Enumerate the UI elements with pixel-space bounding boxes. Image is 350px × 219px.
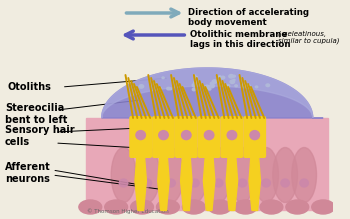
- FancyBboxPatch shape: [129, 116, 152, 158]
- FancyBboxPatch shape: [152, 116, 175, 158]
- Ellipse shape: [227, 131, 237, 140]
- Ellipse shape: [266, 84, 270, 87]
- Ellipse shape: [192, 88, 196, 91]
- Ellipse shape: [256, 86, 258, 88]
- Polygon shape: [161, 156, 166, 210]
- Polygon shape: [138, 156, 143, 210]
- Ellipse shape: [254, 148, 279, 203]
- Ellipse shape: [225, 84, 230, 88]
- Ellipse shape: [229, 74, 233, 78]
- Ellipse shape: [182, 131, 191, 140]
- Ellipse shape: [273, 148, 298, 203]
- Ellipse shape: [131, 200, 153, 214]
- Text: Stereocilia
bent to left: Stereocilia bent to left: [5, 103, 67, 125]
- Polygon shape: [207, 156, 211, 210]
- Ellipse shape: [162, 77, 164, 79]
- Ellipse shape: [169, 88, 172, 90]
- Ellipse shape: [139, 85, 144, 88]
- Ellipse shape: [159, 148, 183, 203]
- Ellipse shape: [210, 84, 214, 88]
- Polygon shape: [181, 156, 192, 210]
- Ellipse shape: [219, 76, 221, 78]
- Ellipse shape: [246, 85, 250, 87]
- Ellipse shape: [300, 179, 308, 187]
- Ellipse shape: [208, 88, 211, 90]
- Ellipse shape: [143, 179, 152, 187]
- Polygon shape: [252, 156, 257, 210]
- Ellipse shape: [250, 131, 259, 140]
- Ellipse shape: [221, 76, 225, 79]
- Ellipse shape: [230, 80, 235, 83]
- Polygon shape: [203, 156, 215, 210]
- Polygon shape: [226, 156, 238, 210]
- Ellipse shape: [159, 88, 161, 89]
- Ellipse shape: [233, 75, 235, 77]
- Text: Afferent
neurons: Afferent neurons: [5, 162, 50, 184]
- Ellipse shape: [159, 131, 168, 140]
- Ellipse shape: [205, 85, 209, 88]
- Ellipse shape: [260, 200, 283, 214]
- Ellipse shape: [119, 179, 128, 187]
- Ellipse shape: [235, 85, 237, 87]
- Text: © Thomson Higher Education: © Thomson Higher Education: [88, 208, 169, 214]
- Ellipse shape: [210, 82, 214, 85]
- Polygon shape: [85, 118, 328, 210]
- Ellipse shape: [194, 81, 198, 84]
- Polygon shape: [102, 68, 323, 118]
- Ellipse shape: [204, 131, 214, 140]
- Ellipse shape: [111, 148, 136, 203]
- Ellipse shape: [156, 200, 179, 214]
- Text: Direction of accelerating
body movement: Direction of accelerating body movement: [188, 8, 309, 27]
- Ellipse shape: [208, 200, 231, 214]
- FancyBboxPatch shape: [175, 116, 198, 158]
- Ellipse shape: [238, 179, 247, 187]
- Text: Otolithic membrane
lags in this direction: Otolithic membrane lags in this directio…: [190, 30, 290, 49]
- Ellipse shape: [191, 179, 199, 187]
- Text: ( geleatinous,
similar to cupula): ( geleatinous, similar to cupula): [279, 30, 340, 44]
- Ellipse shape: [79, 200, 102, 214]
- Ellipse shape: [312, 200, 335, 214]
- Ellipse shape: [230, 148, 255, 203]
- Ellipse shape: [182, 148, 207, 203]
- FancyBboxPatch shape: [243, 116, 266, 158]
- Ellipse shape: [135, 148, 160, 203]
- Ellipse shape: [243, 84, 248, 88]
- Ellipse shape: [292, 148, 316, 203]
- FancyBboxPatch shape: [220, 116, 243, 158]
- Ellipse shape: [167, 179, 175, 187]
- Ellipse shape: [262, 179, 271, 187]
- Ellipse shape: [136, 131, 146, 140]
- Ellipse shape: [242, 84, 245, 87]
- Polygon shape: [249, 156, 260, 210]
- Ellipse shape: [154, 83, 157, 85]
- Ellipse shape: [214, 179, 223, 187]
- Ellipse shape: [233, 79, 235, 81]
- Ellipse shape: [194, 75, 196, 76]
- Text: Sensory hair
cells: Sensory hair cells: [5, 125, 75, 147]
- Ellipse shape: [192, 83, 197, 87]
- Ellipse shape: [195, 76, 197, 78]
- Polygon shape: [102, 68, 313, 118]
- Ellipse shape: [167, 87, 170, 90]
- Ellipse shape: [281, 179, 289, 187]
- Polygon shape: [184, 156, 189, 210]
- Ellipse shape: [196, 81, 200, 84]
- Ellipse shape: [182, 200, 205, 214]
- Polygon shape: [135, 156, 146, 210]
- Ellipse shape: [286, 200, 309, 214]
- Polygon shape: [158, 156, 169, 210]
- Text: Otoliths: Otoliths: [8, 82, 51, 92]
- Ellipse shape: [206, 148, 231, 203]
- Polygon shape: [230, 156, 234, 210]
- Ellipse shape: [105, 200, 128, 214]
- Ellipse shape: [234, 200, 257, 214]
- Ellipse shape: [212, 80, 217, 83]
- FancyBboxPatch shape: [198, 116, 220, 158]
